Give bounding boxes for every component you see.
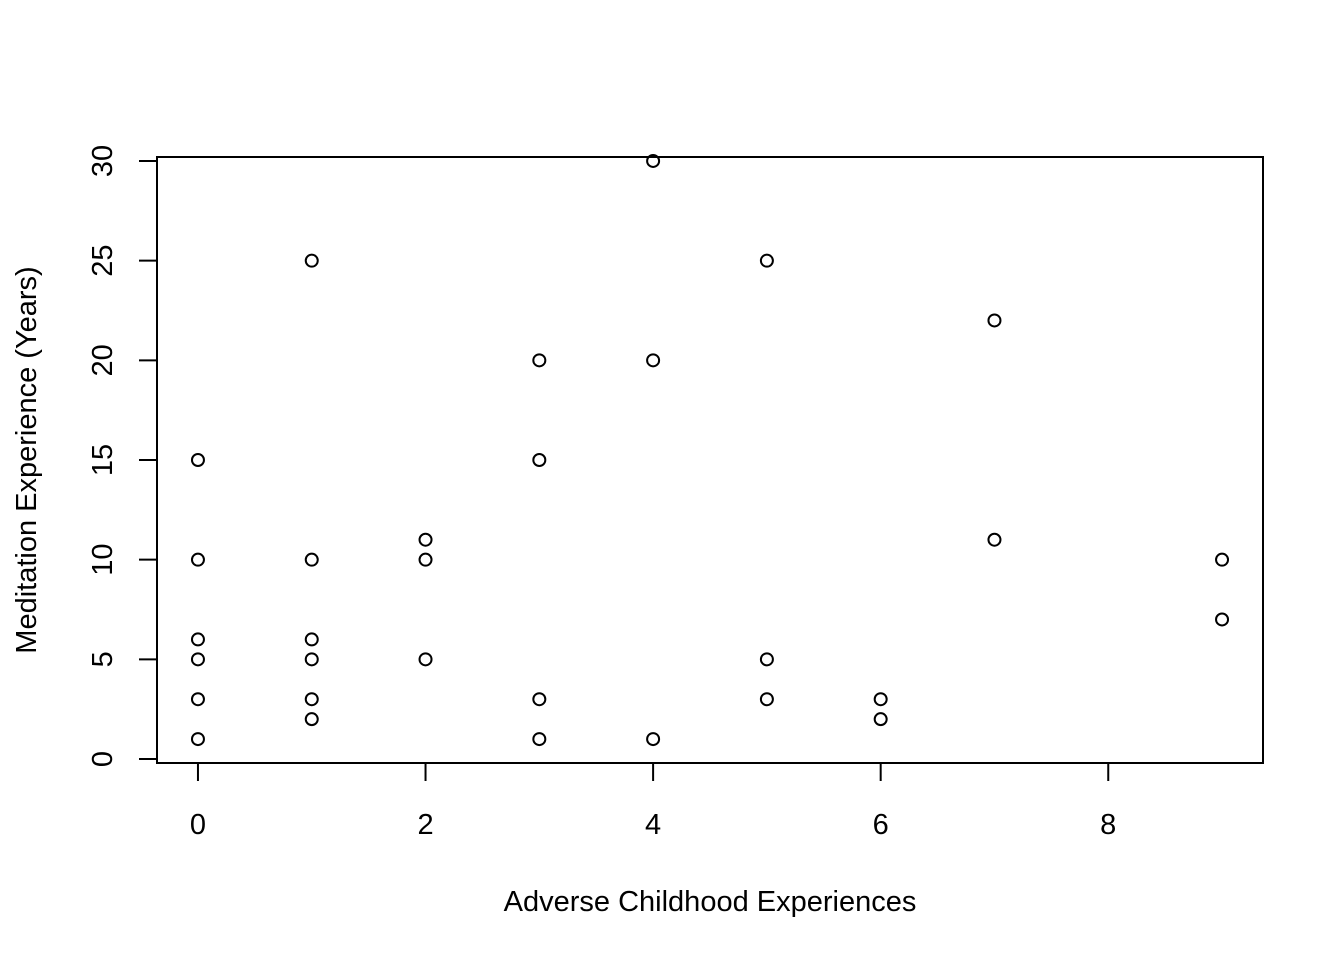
- data-point: [873, 712, 888, 727]
- data-point: [646, 732, 661, 747]
- x-tick-label: 0: [190, 809, 206, 841]
- x-tick-label: 2: [417, 809, 433, 841]
- x-tick-label: 4: [645, 809, 661, 841]
- data-point: [532, 732, 547, 747]
- y-tick-label: 0: [87, 751, 119, 767]
- data-point: [304, 552, 319, 567]
- data-point: [759, 253, 774, 268]
- data-point: [759, 692, 774, 707]
- y-tick-label: 5: [87, 651, 119, 667]
- data-point: [190, 732, 205, 747]
- data-points: [190, 153, 1230, 747]
- data-point: [190, 453, 205, 467]
- data-point: [304, 652, 319, 667]
- x-axis-title: Adverse Childhood Experiences: [504, 886, 917, 918]
- data-point: [304, 253, 319, 268]
- plot-frame: [156, 156, 1264, 764]
- data-point: [304, 632, 319, 647]
- data-point: [532, 353, 547, 368]
- data-point: [759, 652, 774, 667]
- x-tick-label: 8: [1100, 809, 1116, 841]
- data-point: [873, 692, 888, 707]
- data-point: [418, 652, 433, 667]
- data-point: [418, 532, 433, 547]
- data-point: [190, 552, 205, 567]
- data-point: [646, 353, 661, 368]
- data-point: [190, 652, 205, 667]
- y-tick-label: 25: [87, 245, 119, 277]
- data-point: [532, 453, 547, 467]
- data-point: [646, 153, 661, 168]
- y-tick-label: 30: [87, 145, 119, 177]
- y-axis-title: Meditation Experience (Years): [11, 266, 43, 653]
- y-tick-label: 15: [87, 444, 119, 476]
- y-axis: 0 5 10 15 20 25 30: [87, 145, 158, 767]
- data-point: [190, 692, 205, 707]
- y-tick-label: 10: [87, 544, 119, 576]
- data-point: [532, 692, 547, 707]
- data-point: [304, 692, 319, 707]
- data-point: [1215, 612, 1230, 627]
- y-tick-label: 20: [87, 344, 119, 376]
- data-point: [987, 313, 1002, 328]
- x-tick-label: 6: [873, 809, 889, 841]
- data-point: [1215, 552, 1230, 567]
- data-point: [304, 712, 319, 727]
- data-point: [418, 552, 433, 567]
- data-point: [190, 632, 205, 647]
- x-axis: 0 2 4 6 8: [190, 762, 1116, 841]
- data-point: [987, 532, 1002, 547]
